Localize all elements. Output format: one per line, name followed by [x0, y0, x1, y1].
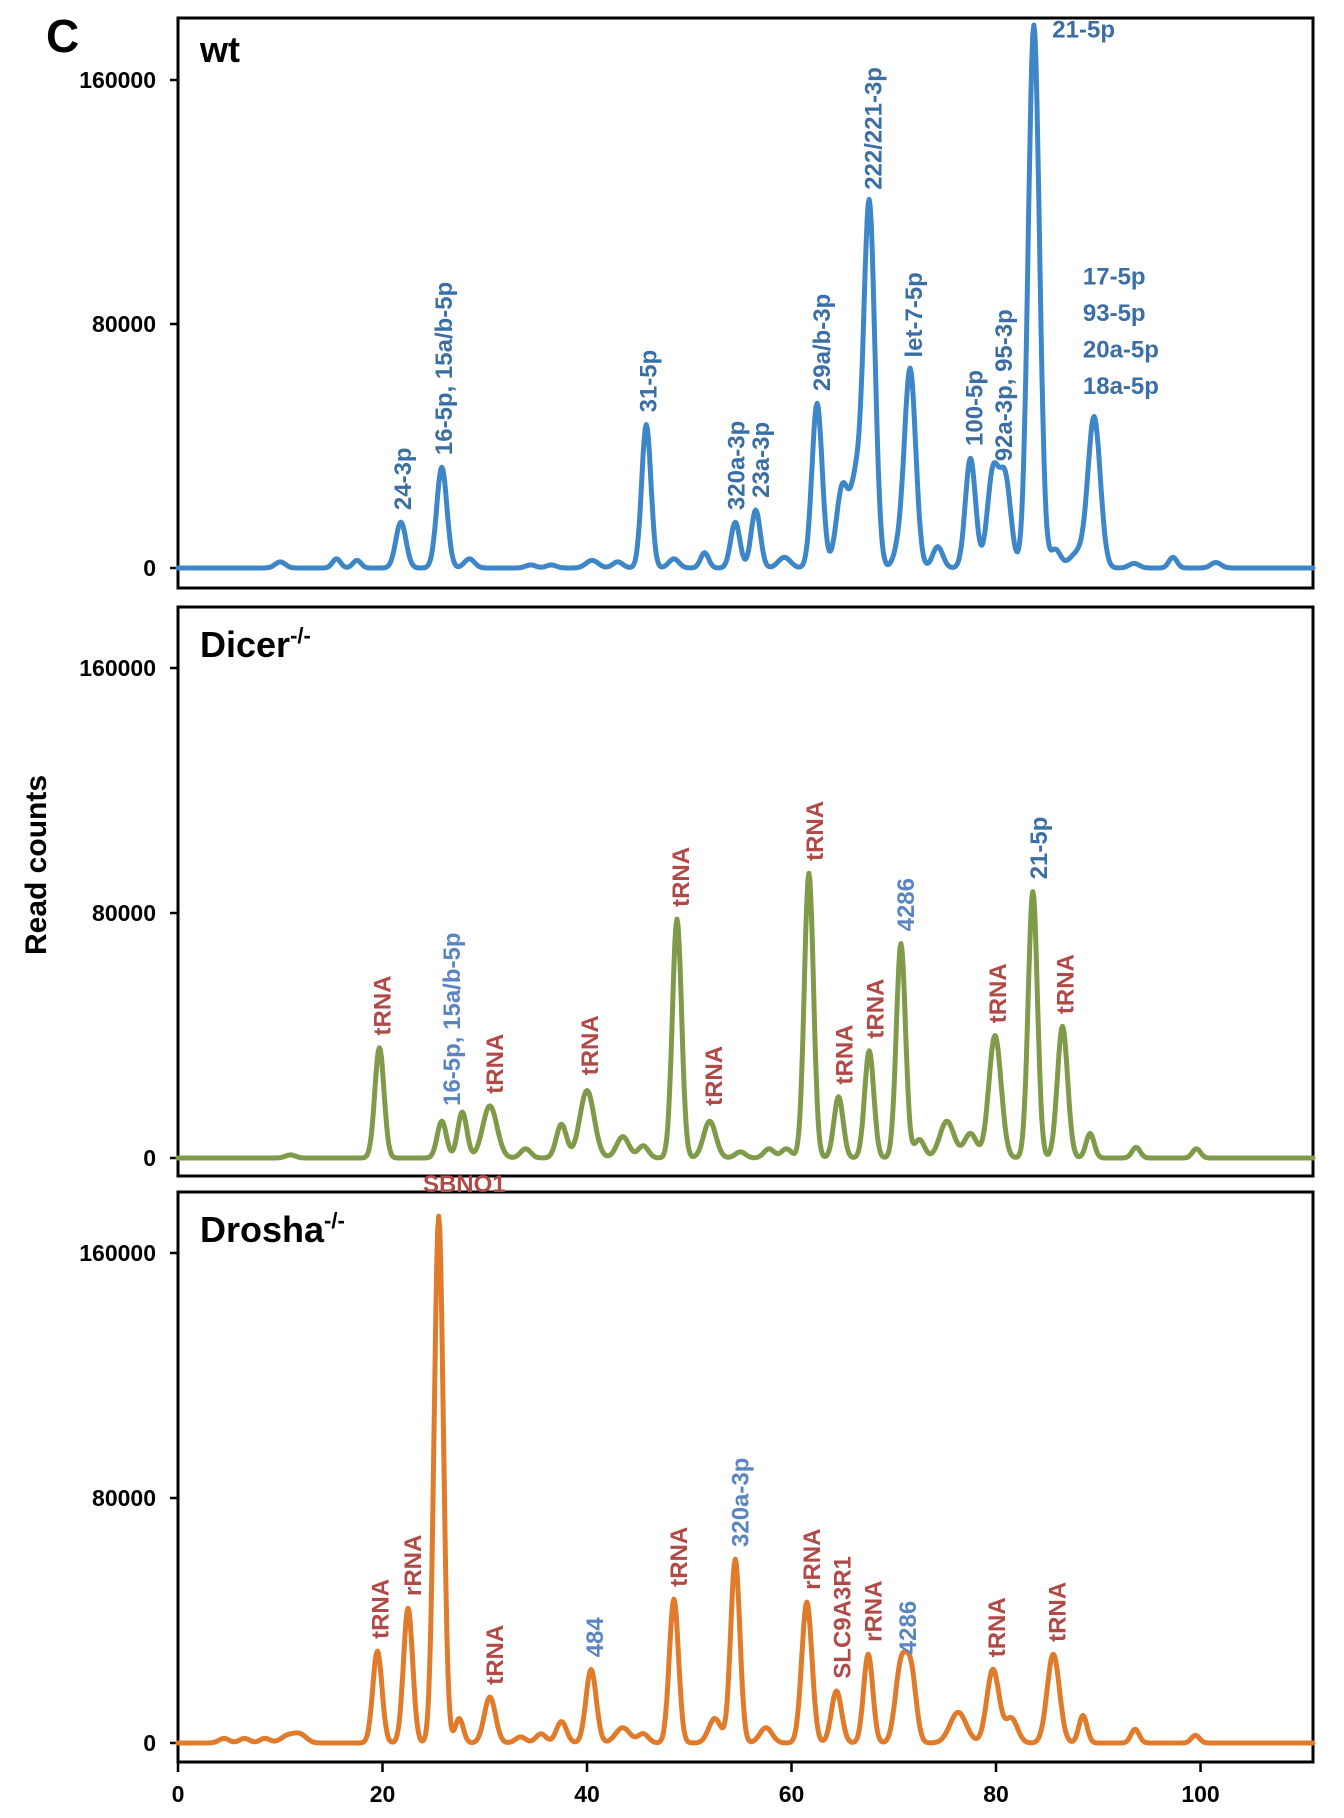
peak-annotation: 31-5p	[635, 350, 662, 413]
peak-annotation: tRNA	[832, 1025, 859, 1085]
peak-annotation: rRNA	[860, 1581, 887, 1642]
x-tick-label: 60	[779, 1781, 805, 1807]
y-axis-title: Read counts	[20, 775, 53, 955]
panel-frame	[176, 16, 1315, 590]
panel-frame	[176, 1190, 1315, 1764]
y-tick-label: 0	[143, 555, 156, 581]
peak-annotation: 320a-3p	[723, 421, 750, 510]
series-line-drosha	[175, 1213, 1316, 1746]
peak-annotation: tRNA	[802, 801, 829, 861]
peak-annotation: 29a/b-3p	[809, 294, 836, 391]
peak-annotation: rRNA	[400, 1535, 427, 1596]
series-line-wt	[175, 22, 1316, 571]
y-tick-label: 80000	[92, 1485, 156, 1511]
panel-title: wt	[199, 29, 240, 70]
panel-wt: 0 80000 160000 wt 24-3p 16-5p, 15a/b-5p 31-5p 3…	[79, 16, 1316, 590]
panel-title-text: Drosha	[200, 1209, 325, 1250]
peak-annotation: 21-5p	[1052, 16, 1115, 43]
peak-annotation: 20a-5p	[1083, 337, 1159, 364]
peak-annotation: tRNA	[984, 1597, 1011, 1657]
y-tick-label: 0	[143, 1145, 156, 1171]
panels-group: 0 80000 160000 wt 24-3p 16-5p, 15a/b-5p 31-5p 3…	[79, 16, 1316, 1764]
peak-annotation: 16-5p, 15a/b-5p	[431, 282, 458, 455]
y-tick-label: 160000	[79, 67, 156, 93]
panel-title-superscript: -/-	[290, 623, 311, 648]
peak-annotation: let-7-5p	[901, 272, 928, 357]
panel-title: Dicer-/-	[200, 623, 311, 665]
x-axis: 0 20 40 60 80 100	[172, 1762, 1220, 1807]
y-tick-label: 160000	[79, 1240, 156, 1266]
peak-annotation: 4286	[895, 1601, 922, 1654]
panel-dicer: 0 80000 160000 Dicer-/- tRNA 16-5p, 15a/b-5p t…	[79, 605, 1316, 1178]
series-line-dicer	[175, 870, 1316, 1161]
peak-annotation: 21-5p	[1026, 817, 1053, 880]
peak-annotation: 92a-3p, 95-3p	[991, 309, 1018, 461]
peak-annotation: tRNA	[368, 1579, 395, 1639]
peak-annotation: tRNA	[985, 963, 1012, 1023]
panel-frame	[176, 605, 1315, 1178]
y-tick-label: 80000	[92, 900, 156, 926]
peak-annotation: tRNA	[1053, 954, 1080, 1014]
panel-title-text: wt	[199, 29, 240, 70]
panel-title: Drosha-/-	[200, 1208, 345, 1250]
peak-annotation: tRNA	[1044, 1582, 1071, 1642]
peak-annotation: 93-5p	[1083, 300, 1146, 327]
x-tick-label: 80	[983, 1781, 1009, 1807]
peak-annotation: 23a-3p	[748, 422, 775, 498]
peak-annotation: 18a-5p	[1083, 373, 1159, 400]
peak-annotation: 222/221-3p	[860, 67, 887, 190]
peak-annotation: SBNO1	[423, 1171, 506, 1198]
peak-annotation: 484	[582, 1617, 609, 1658]
peak-annotation: 16-5p, 15a/b-5p	[439, 932, 466, 1105]
peak-annotation: tRNA	[482, 1034, 509, 1094]
peak-annotation: tRNA	[577, 1015, 604, 1075]
peak-annotation: 4286	[893, 878, 920, 931]
peak-annotation: SLC9A3R1	[830, 1556, 857, 1679]
x-tick-label: 0	[172, 1781, 185, 1807]
x-tick-label: 20	[370, 1781, 396, 1807]
peak-annotation: tRNA	[666, 1527, 693, 1587]
y-tick-label: 80000	[92, 311, 156, 337]
peak-annotation: 100-5p	[962, 370, 989, 446]
peak-annotation: rRNA	[799, 1529, 826, 1590]
peak-annotation: tRNA	[862, 979, 889, 1039]
y-tick-label: 0	[143, 1730, 156, 1756]
y-tick-label: 160000	[79, 655, 156, 681]
peak-annotation: tRNA	[701, 1046, 728, 1106]
x-tick-label: 40	[574, 1781, 600, 1807]
panel-title-superscript: -/-	[324, 1208, 345, 1233]
panel-title-text: Dicer	[200, 624, 290, 665]
peak-annotation: 24-3p	[390, 447, 417, 510]
peak-annotation: tRNA	[668, 847, 695, 907]
peak-annotation: tRNA	[482, 1625, 509, 1685]
peak-annotation: tRNA	[370, 976, 397, 1036]
figure-label: C	[46, 10, 79, 62]
peak-annotation: 17-5p	[1083, 263, 1146, 290]
peak-annotation: 320a-3p	[727, 1458, 754, 1547]
x-tick-label: 100	[1181, 1781, 1219, 1807]
